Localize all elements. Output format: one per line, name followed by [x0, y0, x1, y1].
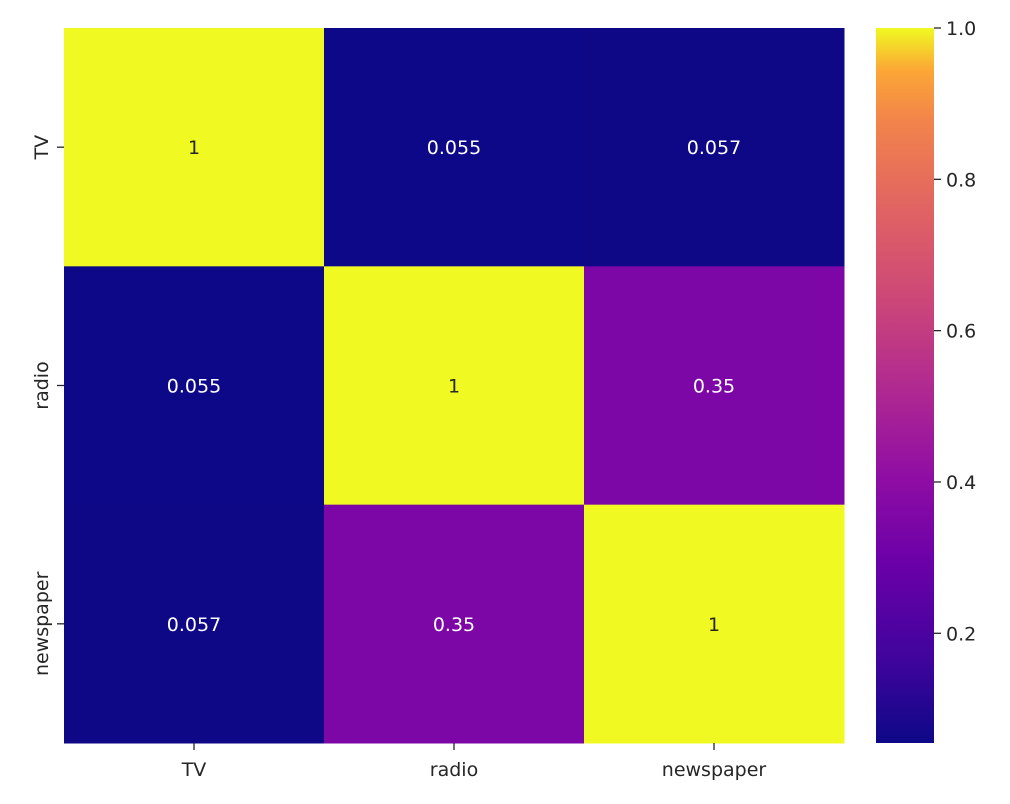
x-tick-label: newspaper — [662, 759, 767, 781]
cell-annotation: 0.057 — [687, 137, 741, 159]
colorbar-tick-label: 1.0 — [946, 18, 976, 40]
colorbar-tick-label: 0.8 — [946, 169, 976, 191]
y-axis: TV radio newspaper — [31, 135, 64, 676]
y-tick-label: TV — [31, 135, 53, 161]
colorbar-tick-label: 0.2 — [946, 623, 976, 645]
colorbar-gradient — [876, 28, 934, 743]
heatmap-cell — [324, 28, 585, 267]
heatmap-cell — [584, 28, 845, 267]
cell-annotation: 0.057 — [167, 614, 221, 636]
heatmap-cell — [324, 266, 585, 506]
cell-annotation: 0.055 — [427, 137, 481, 159]
x-tick-label: radio — [430, 759, 478, 781]
x-axis: TV radio newspaper — [181, 742, 767, 781]
heatmap-cell — [64, 266, 325, 506]
y-tick-label: radio — [31, 361, 53, 409]
y-tick-label: newspaper — [31, 571, 53, 676]
colorbar-ticks: 0.2 0.4 0.6 0.8 1.0 — [934, 18, 976, 645]
colorbar: 0.2 0.4 0.6 0.8 1.0 — [876, 18, 976, 743]
x-tick-label: TV — [181, 759, 207, 781]
heatmap-cell — [64, 28, 325, 267]
cell-annotation: 1 — [708, 614, 720, 636]
cell-annotation: 0.35 — [433, 614, 475, 636]
colorbar-tick-label: 0.6 — [946, 321, 976, 343]
heatmap-cells: 1 0.055 0.057 0.055 1 0.35 0.057 0.35 1 — [64, 28, 845, 744]
heatmap-cell — [584, 266, 845, 506]
cell-annotation: 1 — [448, 375, 460, 397]
cell-annotation: 1 — [188, 137, 200, 159]
heatmap-cell — [64, 504, 325, 744]
cell-annotation: 0.35 — [693, 375, 735, 397]
cell-annotation: 0.055 — [167, 375, 221, 397]
heatmap-cell — [324, 504, 585, 744]
colorbar-tick-label: 0.4 — [946, 472, 976, 494]
heatmap-cell — [584, 504, 845, 744]
